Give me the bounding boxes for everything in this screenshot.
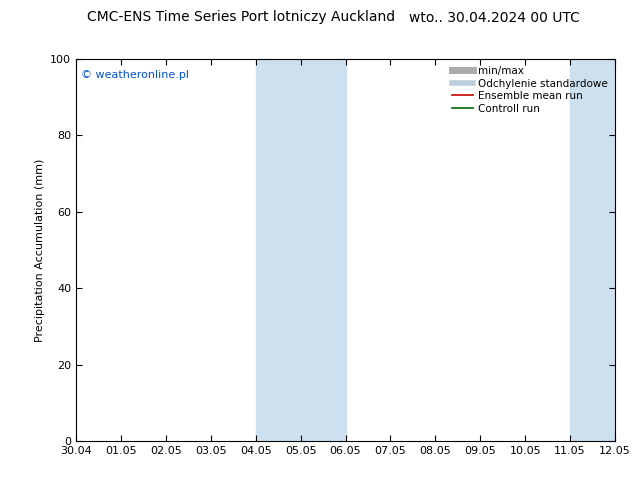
Text: © weatheronline.pl: © weatheronline.pl <box>81 70 190 80</box>
Bar <box>570 59 615 441</box>
Text: wto.. 30.04.2024 00 UTC: wto.. 30.04.2024 00 UTC <box>409 10 580 24</box>
Y-axis label: Precipitation Accumulation (mm): Precipitation Accumulation (mm) <box>35 158 44 342</box>
Text: CMC-ENS Time Series Port lotniczy Auckland: CMC-ENS Time Series Port lotniczy Auckla… <box>87 10 395 24</box>
Legend: min/max, Odchylenie standardowe, Ensemble mean run, Controll run: min/max, Odchylenie standardowe, Ensembl… <box>450 64 610 116</box>
Bar <box>256 59 346 441</box>
